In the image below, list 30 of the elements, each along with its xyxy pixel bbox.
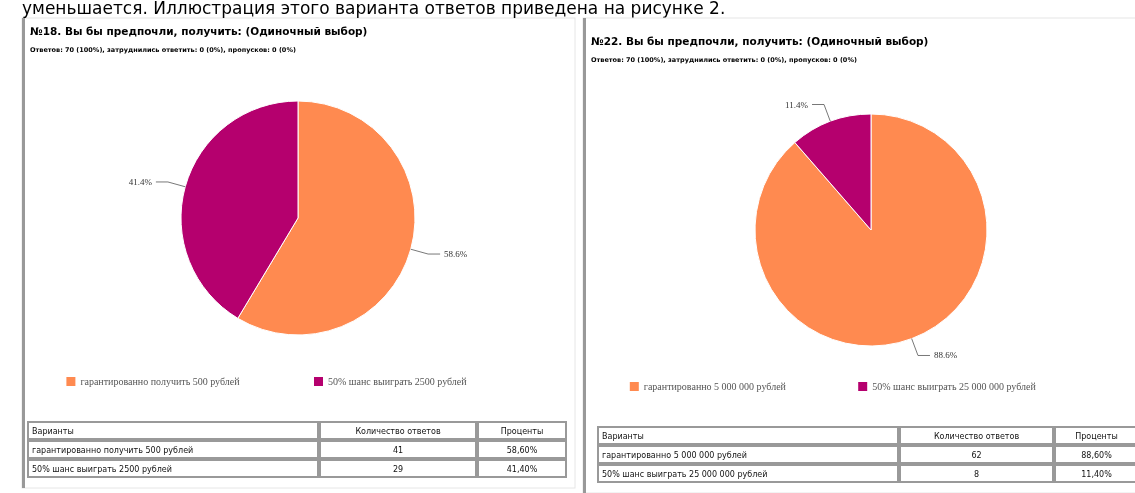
- data-label: 88.6%: [933, 350, 958, 361]
- text: 41: [392, 446, 404, 455]
- text: 29: [392, 465, 404, 474]
- text: 50% шанс выиграть 2500 рублей: [32, 465, 172, 474]
- text: гарантированно 5 000 000 рублей: [602, 451, 747, 460]
- chart-title: №22. Вы бы предпочли, получить: (Одиночный выбор): [591, 35, 929, 47]
- text: Проценты: [500, 427, 544, 436]
- pie-slice: [754, 113, 988, 347]
- legend-label: 50% шанс выиграть 2500 рублей: [328, 376, 468, 387]
- legend-label: гарантированно получить 500 рублей: [80, 376, 241, 387]
- text: 8: [973, 470, 980, 479]
- text: Варианты: [602, 432, 644, 441]
- text: 88,60%: [1081, 451, 1113, 460]
- legend-label: 50% шанс выиграть 25 000 000 рублей: [872, 381, 1037, 392]
- data-label: 58.6%: [444, 249, 468, 260]
- text: Количество ответов: [933, 432, 1020, 441]
- text: Проценты: [1075, 432, 1118, 441]
- text: уменьшается. Иллюстрация этого варианта ответов приведена на рисунке 2.: [22, 0, 726, 18]
- text: 62: [971, 451, 982, 460]
- legend-label: гарантированно 5 000 000 рублей: [643, 381, 787, 392]
- text: 41,40%: [506, 465, 538, 474]
- data-label: 11.4%: [785, 99, 809, 110]
- text: Варианты: [32, 427, 74, 436]
- text: 58,60%: [506, 446, 538, 455]
- chart-title: №18. Вы бы предпочли, получить: (Одиночный выбор): [30, 25, 368, 37]
- text: 50% шанс выиграть 25 000 000 рублей: [602, 470, 768, 479]
- text: гарантированно получить 500 рублей: [32, 446, 194, 455]
- data-label: 41.4%: [128, 176, 153, 187]
- text: Количество ответов: [355, 427, 441, 436]
- text: 11,40%: [1081, 470, 1113, 479]
